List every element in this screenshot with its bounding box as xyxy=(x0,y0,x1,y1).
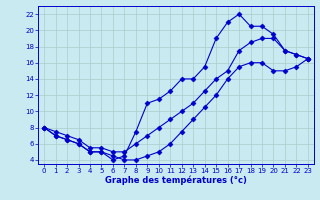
X-axis label: Graphe des températures (°c): Graphe des températures (°c) xyxy=(105,176,247,185)
